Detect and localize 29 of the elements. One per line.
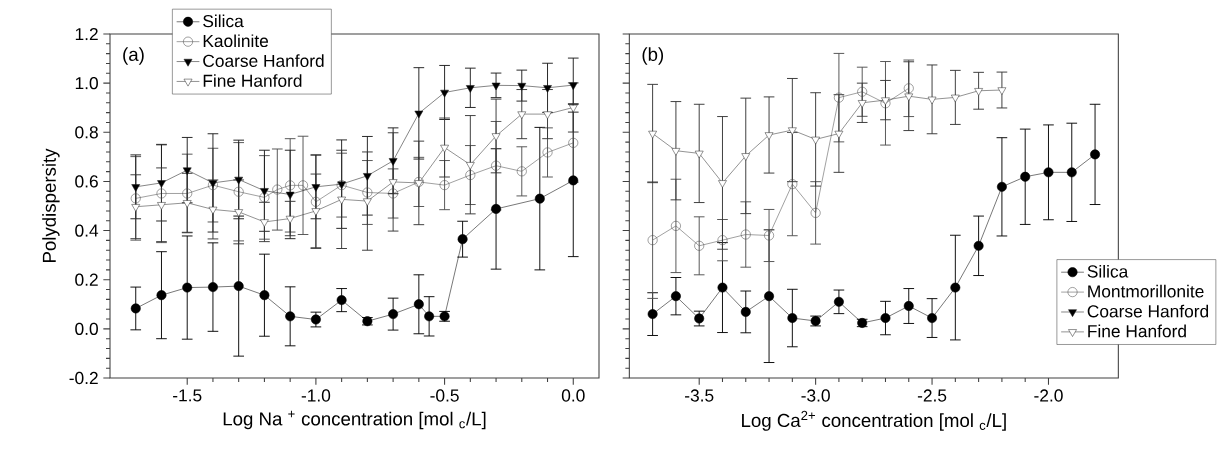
x-tick-label: -0.5 bbox=[430, 389, 459, 402]
x-axis-title: Log Na $^{+}$ concentration [mol $_{c}$/L] bbox=[223, 410, 486, 430]
legend-label: Montmorillonite bbox=[1088, 284, 1204, 298]
y-tick-label: 0.4 bbox=[75, 224, 99, 237]
y-tick-label: 0.2 bbox=[75, 273, 98, 286]
y-tick-label: 0.0 bbox=[75, 322, 98, 335]
annotation: (b) bbox=[642, 47, 664, 65]
legend-label: Silica bbox=[203, 14, 244, 28]
y-tick-label: 1.0 bbox=[75, 77, 98, 90]
legend-label: Fine Hanford bbox=[1088, 324, 1186, 338]
x-tick-label: -3.5 bbox=[685, 389, 714, 402]
legend-label: Silica bbox=[1087, 264, 1129, 278]
annotation: (a) bbox=[123, 47, 144, 65]
x-tick-label: -1.5 bbox=[173, 389, 202, 402]
y-tick-label: 0.8 bbox=[75, 126, 98, 139]
x-tick-label: -3.0 bbox=[801, 389, 830, 402]
y-tick-label: -0.2 bbox=[69, 371, 98, 385]
legend-label: Coarse Hanford bbox=[1087, 304, 1209, 318]
x-axis-title: Log Ca$^{2+}$ concentration [mol $_{c}$/L] bbox=[742, 410, 1006, 431]
y-tick-label: 1.2 bbox=[75, 27, 98, 41]
x-tick-label: -2.5 bbox=[917, 389, 947, 402]
x-tick-label: -2.0 bbox=[1034, 389, 1063, 402]
y-axis-title: Polydispersity bbox=[42, 148, 60, 263]
legend-label: Coarse Hanford bbox=[203, 54, 324, 67]
legend-label: Fine Hanford bbox=[203, 74, 302, 87]
y-tick-label: 0.6 bbox=[75, 175, 98, 188]
x-tick-label: 0.0 bbox=[561, 389, 585, 402]
x-tick-label: -1.0 bbox=[301, 389, 331, 402]
legend-label: Kaolinite bbox=[203, 34, 269, 48]
